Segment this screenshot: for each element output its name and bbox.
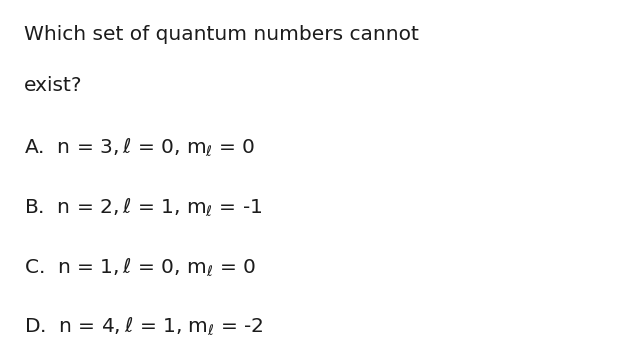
Text: A.  n = 3, $\it{\ell}$ = 0, m$_{\ell}$ = 0: A. n = 3, $\it{\ell}$ = 0, m$_{\ell}$ = … xyxy=(24,137,256,160)
Text: B.  n = 2, $\it{\ell}$ = 1, m$_{\ell}$ = -1: B. n = 2, $\it{\ell}$ = 1, m$_{\ell}$ = … xyxy=(24,197,262,219)
Text: Which set of quantum numbers cannot: Which set of quantum numbers cannot xyxy=(24,25,419,44)
Text: D.  n = 4, $\it{\ell}$ = 1, m$_{\ell}$ = -2: D. n = 4, $\it{\ell}$ = 1, m$_{\ell}$ = … xyxy=(24,316,264,338)
Text: exist?: exist? xyxy=(24,76,83,95)
Text: C.  n = 1, $\it{\ell}$ = 0, m$_{\ell}$ = 0: C. n = 1, $\it{\ell}$ = 0, m$_{\ell}$ = … xyxy=(24,256,256,279)
